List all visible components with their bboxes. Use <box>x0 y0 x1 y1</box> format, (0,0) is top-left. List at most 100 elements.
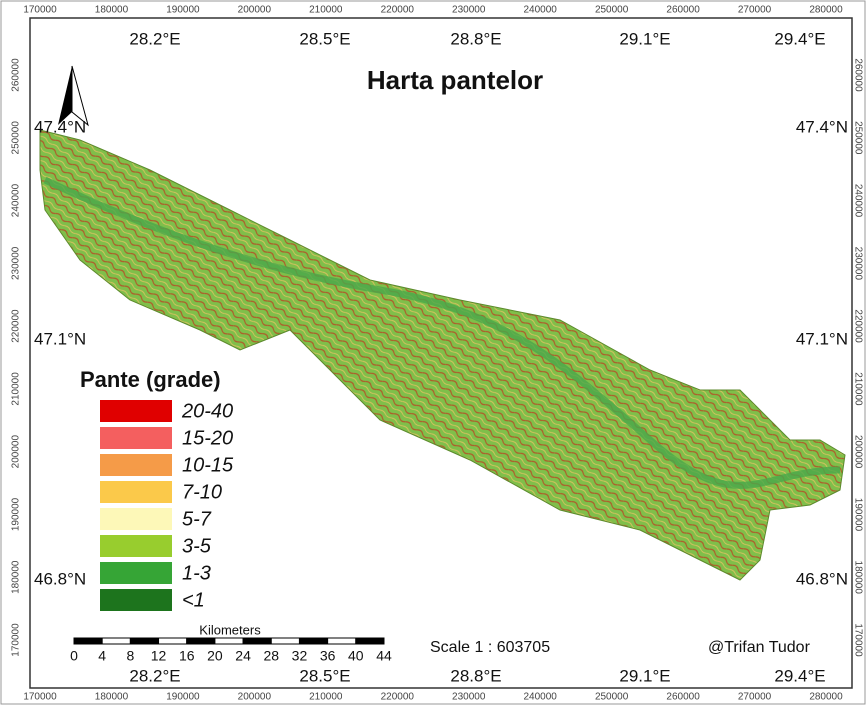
longitude-top: 29.1°E <box>619 29 670 48</box>
scale-label: 20 <box>207 648 223 664</box>
legend-swatch <box>100 427 172 449</box>
x-coord-bottom: 170000 <box>23 692 57 703</box>
longitude-top: 29.4°E <box>774 29 825 48</box>
y-coord-right: 170000 <box>852 623 863 657</box>
y-coord-left: 260000 <box>11 58 22 92</box>
scale-label: 32 <box>292 648 308 664</box>
longitude-top: 28.8°E <box>450 29 501 48</box>
x-coord-top: 250000 <box>595 5 629 16</box>
scale-segment <box>187 638 215 644</box>
map-title: Harta pantelor <box>367 65 543 95</box>
y-coord-left: 200000 <box>11 435 22 469</box>
scale-segment <box>243 638 271 644</box>
legend-label: 15-20 <box>182 427 233 449</box>
scale-unit: Kilometers <box>199 622 261 637</box>
latitude-left: 47.4°N <box>34 117 86 136</box>
legend-label: 3-5 <box>182 535 212 557</box>
y-coord-right: 250000 <box>852 121 863 155</box>
x-coord-bottom: 240000 <box>523 692 557 703</box>
x-coord-bottom: 280000 <box>809 692 843 703</box>
longitude-bottom: 29.1°E <box>619 666 670 685</box>
y-coord-right: 240000 <box>852 184 863 218</box>
x-coord-bottom: 250000 <box>595 692 629 703</box>
x-coord-bottom: 200000 <box>238 692 272 703</box>
y-coord-left: 210000 <box>11 372 22 406</box>
y-coord-right: 230000 <box>852 247 863 281</box>
legend-swatch <box>100 454 172 476</box>
x-coord-bottom: 220000 <box>381 692 415 703</box>
legend-title: Pante (grade) <box>80 367 221 392</box>
y-coord-left: 250000 <box>11 121 22 155</box>
x-coord-top: 210000 <box>309 5 343 16</box>
y-coord-right: 190000 <box>852 498 863 532</box>
scale-segment <box>299 638 327 644</box>
scale-label: 12 <box>151 648 167 664</box>
y-coord-right: 220000 <box>852 309 863 343</box>
scale-label: 40 <box>348 648 364 664</box>
legend-swatch <box>100 481 172 503</box>
legend-swatch <box>100 562 172 584</box>
scale-segment <box>130 638 158 644</box>
legend-label: <1 <box>182 589 205 611</box>
scale-label: 8 <box>126 648 134 664</box>
latitude-left: 46.8°N <box>34 569 86 588</box>
y-coord-left: 170000 <box>11 623 22 657</box>
legend-label: 20-40 <box>181 400 233 422</box>
scale-label: 24 <box>235 648 251 664</box>
x-coord-bottom: 210000 <box>309 692 343 703</box>
legend-swatch <box>100 508 172 530</box>
scale-segment <box>271 638 299 644</box>
scale-label: 28 <box>263 648 279 664</box>
legend-swatch <box>100 589 172 611</box>
scale-segment <box>74 638 102 644</box>
longitude-bottom: 28.8°E <box>450 666 501 685</box>
x-coord-top: 230000 <box>452 5 486 16</box>
legend-label: 10-15 <box>182 454 234 476</box>
latitude-right: 47.4°N <box>796 117 848 136</box>
longitude-bottom: 29.4°E <box>774 666 825 685</box>
scale-segment <box>215 638 243 644</box>
x-coord-bottom: 180000 <box>95 692 129 703</box>
x-coord-top: 260000 <box>666 5 700 16</box>
latitude-left: 47.1°N <box>34 329 86 348</box>
x-coord-top: 190000 <box>166 5 200 16</box>
x-coord-top: 240000 <box>523 5 557 16</box>
y-coord-right: 210000 <box>852 372 863 406</box>
x-coord-top: 280000 <box>809 5 843 16</box>
legend-label: 7-10 <box>182 481 222 503</box>
x-coord-top: 180000 <box>95 5 129 16</box>
y-coord-left: 190000 <box>11 497 22 531</box>
scale-text: Scale 1 : 603705 <box>430 639 550 656</box>
map-page: Harta pantelor Pante (grade) Kilometers … <box>0 0 866 705</box>
longitude-top: 28.5°E <box>299 29 350 48</box>
legend-swatch <box>100 535 172 557</box>
scale-segment <box>159 638 187 644</box>
y-coord-left: 240000 <box>11 183 22 217</box>
longitude-bottom: 28.2°E <box>129 666 180 685</box>
author: @Trifan Tudor <box>708 639 811 656</box>
longitude-top: 28.2°E <box>129 29 180 48</box>
legend-label: 5-7 <box>182 508 212 530</box>
y-coord-left: 220000 <box>11 309 22 343</box>
x-coord-bottom: 190000 <box>166 692 200 703</box>
scale-label: 16 <box>179 648 195 664</box>
scale-label: 0 <box>70 648 78 664</box>
x-coord-top: 200000 <box>238 5 272 16</box>
y-coord-right: 260000 <box>852 58 863 92</box>
x-coord-top: 170000 <box>23 5 57 16</box>
x-coord-top: 220000 <box>381 5 415 16</box>
x-coord-top: 270000 <box>738 5 772 16</box>
scale-label: 36 <box>320 648 336 664</box>
longitude-bottom: 28.5°E <box>299 666 350 685</box>
scale-label: 4 <box>98 648 106 664</box>
legend-swatch <box>100 400 172 422</box>
scale-segment <box>356 638 384 644</box>
x-coord-bottom: 230000 <box>452 692 486 703</box>
latitude-right: 47.1°N <box>796 329 848 348</box>
latitude-right: 46.8°N <box>796 569 848 588</box>
scale-segment <box>102 638 130 644</box>
scale-label: 44 <box>376 648 392 664</box>
scale-segment <box>328 638 356 644</box>
x-coord-bottom: 270000 <box>738 692 772 703</box>
x-coord-bottom: 260000 <box>666 692 700 703</box>
